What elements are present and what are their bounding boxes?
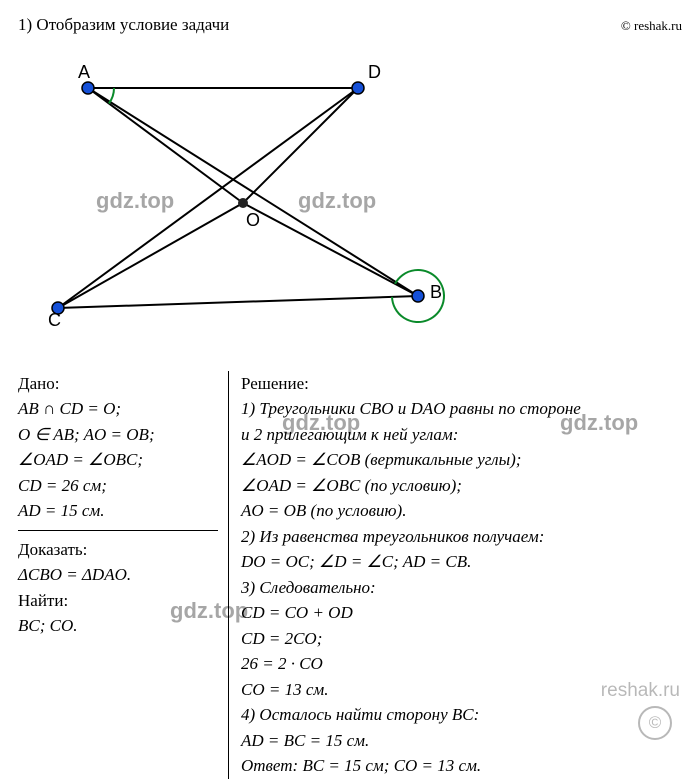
divider xyxy=(18,530,218,531)
svg-text:A: A xyxy=(78,62,90,82)
given-line: CD = 26 см; xyxy=(18,473,218,499)
left-column: Дано: AB ∩ CD = O;O ∈ AB; AO = OB;∠OAD =… xyxy=(18,371,228,779)
solution-line: CD = 2CO; xyxy=(241,626,682,652)
svg-text:D: D xyxy=(368,62,381,82)
svg-text:gdz.top: gdz.top xyxy=(298,188,376,213)
solution-line: AD = BC = 15 см. xyxy=(241,728,682,754)
svg-text:O: O xyxy=(246,210,260,230)
right-column: Решение: 1) Треугольники CBO и DAO равны… xyxy=(228,371,682,779)
solution-line: 1) Треугольники CBO и DAO равны по сторо… xyxy=(241,396,682,422)
copyright-top: © reshak.ru xyxy=(621,18,682,34)
given-line: ∠OAD = ∠OBC; xyxy=(18,447,218,473)
solution-line: CD = CO + OD xyxy=(241,600,682,626)
find-title: Найти: xyxy=(18,588,218,614)
prove-line: ΔCBO = ΔDAO. xyxy=(18,562,218,588)
svg-text:gdz.top: gdz.top xyxy=(96,188,174,213)
solution-line: 3) Следовательно: xyxy=(241,575,682,601)
svg-text:C: C xyxy=(48,310,61,330)
solution-line: и 2 прилегающим к ней углам: xyxy=(241,422,682,448)
solution-line: DO = OC; ∠D = ∠C; AD = CB. xyxy=(241,549,682,575)
brand-watermark: reshak.ru xyxy=(601,680,680,702)
solution-line: ∠OAD = ∠OBC (по условию); xyxy=(241,473,682,499)
step-label: 1) Отобразим условие задачи xyxy=(18,12,229,38)
given-line: AB ∩ CD = O; xyxy=(18,396,218,422)
svg-text:B: B xyxy=(430,282,442,302)
given-line: O ∈ AB; AO = OB; xyxy=(18,422,218,448)
solution-layout: Дано: AB ∩ CD = O;O ∈ AB; AO = OB;∠OAD =… xyxy=(18,371,682,779)
given-title: Дано: xyxy=(18,371,218,397)
solution-line: AO = OB (по условию). xyxy=(241,498,682,524)
geometry-diagram: A D C B Ogdz.top gdz.top xyxy=(18,48,682,353)
solution-line: 2) Из равенства треугольников получаем: xyxy=(241,524,682,550)
solution-line: ∠AOD = ∠COB (вертикальные углы); xyxy=(241,447,682,473)
solution-line: 26 = 2 · CO xyxy=(241,651,682,677)
solution-line: 4) Осталось найти сторону BC: xyxy=(241,702,682,728)
prove-title: Доказать: xyxy=(18,537,218,563)
answer-line: Ответ: BC = 15 см; CO = 13 см. xyxy=(241,753,682,779)
given-line: AD = 15 см. xyxy=(18,498,218,524)
solution-title: Решение: xyxy=(241,371,682,397)
find-line: BC; CO. xyxy=(18,613,218,639)
copyright-watermark-icon: © xyxy=(638,706,672,740)
